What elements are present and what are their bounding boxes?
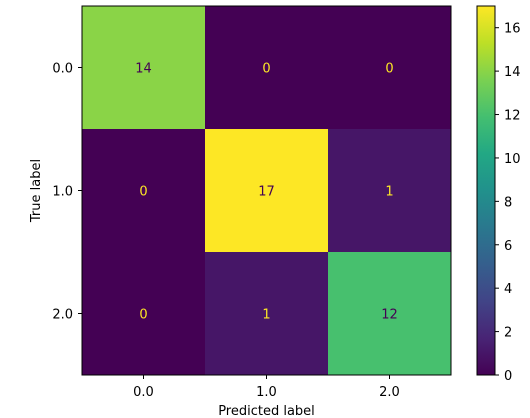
cell-value-label: 14 bbox=[135, 62, 152, 77]
cell-value-label: 0 bbox=[385, 62, 393, 77]
colorbar-tick-label: 14 bbox=[504, 65, 521, 80]
colorbar-tick-label: 16 bbox=[504, 22, 521, 37]
x-axis-ticks: 0.0 1.0 2.0 bbox=[133, 375, 400, 400]
cell-value-label: 0 bbox=[139, 185, 147, 200]
y-tick-label: 2.0 bbox=[52, 308, 73, 323]
x-tick-label: 2.0 bbox=[379, 385, 400, 400]
heatmap-cell bbox=[82, 6, 206, 130]
heatmap-cell bbox=[82, 129, 206, 253]
heatmap-cell bbox=[328, 252, 452, 376]
x-tick-label: 0.0 bbox=[133, 385, 154, 400]
cell-value-label: 0 bbox=[262, 62, 270, 77]
y-axis-ticks: 0.0 1.0 2.0 bbox=[52, 62, 82, 323]
cell-value-label: 1 bbox=[262, 308, 270, 323]
colorbar-tick-label: 10 bbox=[504, 152, 521, 167]
colorbar-tick-label: 12 bbox=[504, 109, 521, 124]
colorbar-tick-label: 2 bbox=[504, 326, 512, 341]
colorbar-tick-label: 4 bbox=[504, 282, 512, 297]
heatmap-cell bbox=[205, 6, 329, 130]
colorbar-ticks: 0 2 4 6 8 10 12 14 16 bbox=[495, 22, 521, 384]
y-axis-label: True label bbox=[29, 159, 44, 223]
heatmap-cell bbox=[82, 252, 206, 376]
colorbar bbox=[476, 5, 496, 376]
y-tick-label: 1.0 bbox=[52, 185, 73, 200]
heatmap-cell bbox=[328, 129, 452, 253]
colorbar-tick-label: 0 bbox=[504, 369, 512, 384]
heatmap-cells bbox=[82, 6, 452, 376]
cell-value-label: 1 bbox=[385, 185, 393, 200]
cell-value-label: 0 bbox=[139, 308, 147, 323]
colorbar-tick-label: 6 bbox=[504, 239, 512, 254]
x-axis-label: Predicted label bbox=[218, 404, 315, 418]
cell-value-label: 17 bbox=[258, 185, 275, 200]
y-tick-label: 0.0 bbox=[52, 62, 73, 77]
x-tick-label: 1.0 bbox=[256, 385, 277, 400]
cell-value-labels: 14 0 0 0 17 1 0 1 12 bbox=[135, 62, 398, 323]
colorbar-tick-label: 8 bbox=[504, 195, 512, 210]
cell-value-label: 12 bbox=[381, 308, 398, 323]
heatmap-cell bbox=[328, 6, 452, 130]
heatmap-cell bbox=[205, 129, 329, 253]
heatmap-cell bbox=[205, 252, 329, 376]
